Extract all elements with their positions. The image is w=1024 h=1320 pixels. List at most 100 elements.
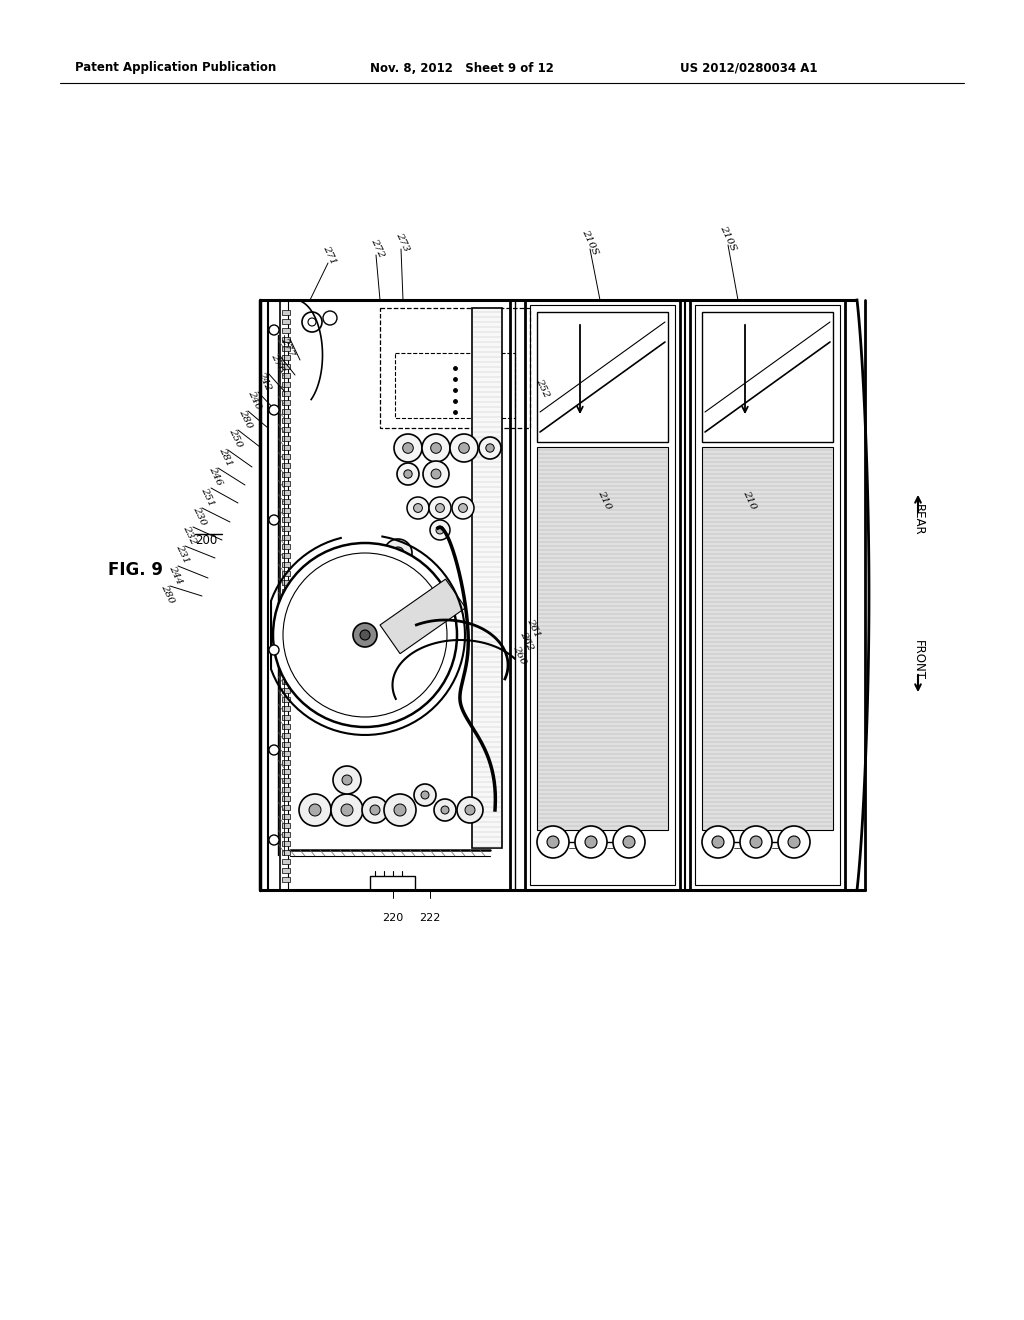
Bar xyxy=(282,876,290,882)
Circle shape xyxy=(457,797,483,822)
Circle shape xyxy=(465,805,475,814)
Circle shape xyxy=(403,470,413,478)
Bar xyxy=(282,553,290,558)
Bar xyxy=(282,473,290,477)
Text: 220: 220 xyxy=(382,913,403,923)
Bar xyxy=(282,364,290,370)
Bar xyxy=(282,822,290,828)
Text: 242: 242 xyxy=(257,370,273,392)
Circle shape xyxy=(273,543,457,727)
Text: 210S: 210S xyxy=(718,224,737,252)
Bar xyxy=(282,463,290,469)
Circle shape xyxy=(537,826,569,858)
Circle shape xyxy=(353,623,377,647)
Bar xyxy=(380,308,530,428)
Text: 276: 276 xyxy=(269,352,287,374)
Text: 200: 200 xyxy=(195,533,217,546)
Bar xyxy=(282,832,290,837)
Bar xyxy=(282,634,290,639)
Circle shape xyxy=(342,775,352,785)
Text: 261: 261 xyxy=(525,616,543,639)
Circle shape xyxy=(429,498,451,519)
Bar xyxy=(282,480,290,486)
Polygon shape xyxy=(380,579,466,653)
Text: 230: 230 xyxy=(191,506,208,527)
Bar xyxy=(395,352,515,418)
Text: 271: 271 xyxy=(322,244,338,265)
Text: 252: 252 xyxy=(535,378,551,399)
Bar xyxy=(282,327,290,333)
Bar xyxy=(282,355,290,360)
Bar xyxy=(282,742,290,747)
Circle shape xyxy=(430,520,450,540)
Circle shape xyxy=(360,630,370,640)
Circle shape xyxy=(788,836,800,847)
Bar xyxy=(282,652,290,657)
Bar xyxy=(695,305,840,884)
Bar xyxy=(282,436,290,441)
Bar xyxy=(282,499,290,504)
Circle shape xyxy=(269,515,279,525)
Bar xyxy=(282,572,290,576)
Text: Nov. 8, 2012   Sheet 9 of 12: Nov. 8, 2012 Sheet 9 of 12 xyxy=(370,62,554,74)
Text: FRONT: FRONT xyxy=(911,640,925,680)
Circle shape xyxy=(414,504,422,512)
Circle shape xyxy=(384,539,412,568)
Circle shape xyxy=(702,826,734,858)
Text: 244: 244 xyxy=(168,564,184,586)
Bar xyxy=(282,760,290,766)
Text: FIG. 9: FIG. 9 xyxy=(108,561,163,579)
Bar xyxy=(370,876,415,890)
Bar xyxy=(702,312,833,442)
Circle shape xyxy=(333,766,361,795)
Text: 210: 210 xyxy=(741,490,759,511)
Bar xyxy=(282,850,290,855)
Circle shape xyxy=(370,805,380,814)
Circle shape xyxy=(269,325,279,335)
Bar xyxy=(525,300,680,890)
Text: 232: 232 xyxy=(181,524,199,546)
Circle shape xyxy=(431,442,441,453)
Circle shape xyxy=(394,804,406,816)
Bar xyxy=(282,706,290,711)
Circle shape xyxy=(422,434,450,462)
Bar xyxy=(472,308,502,847)
Circle shape xyxy=(479,437,501,459)
Circle shape xyxy=(485,444,495,453)
Bar xyxy=(282,454,290,459)
Circle shape xyxy=(441,807,449,814)
Bar xyxy=(282,400,290,405)
Text: REAR: REAR xyxy=(911,504,925,536)
Text: 281: 281 xyxy=(218,446,234,467)
Bar xyxy=(282,374,290,378)
Bar xyxy=(282,589,290,594)
Circle shape xyxy=(613,826,645,858)
Circle shape xyxy=(435,504,444,512)
Circle shape xyxy=(712,836,724,847)
Bar xyxy=(282,598,290,603)
Text: 210S: 210S xyxy=(581,228,600,256)
Bar xyxy=(282,426,290,432)
Bar xyxy=(282,544,290,549)
Bar xyxy=(282,337,290,342)
Bar xyxy=(282,751,290,756)
Bar xyxy=(282,841,290,846)
Bar xyxy=(702,447,833,830)
Circle shape xyxy=(269,405,279,414)
Circle shape xyxy=(269,744,279,755)
Bar xyxy=(282,723,290,729)
Bar xyxy=(282,733,290,738)
Bar xyxy=(282,643,290,648)
Bar xyxy=(282,777,290,783)
Text: 210: 210 xyxy=(597,490,613,511)
Circle shape xyxy=(362,797,388,822)
Circle shape xyxy=(547,836,559,847)
Text: 277: 277 xyxy=(280,337,296,358)
Bar xyxy=(282,678,290,684)
Bar xyxy=(282,310,290,315)
Circle shape xyxy=(402,442,414,453)
Bar xyxy=(282,319,290,323)
Text: 260: 260 xyxy=(512,644,528,665)
Circle shape xyxy=(585,836,597,847)
Bar xyxy=(282,715,290,719)
